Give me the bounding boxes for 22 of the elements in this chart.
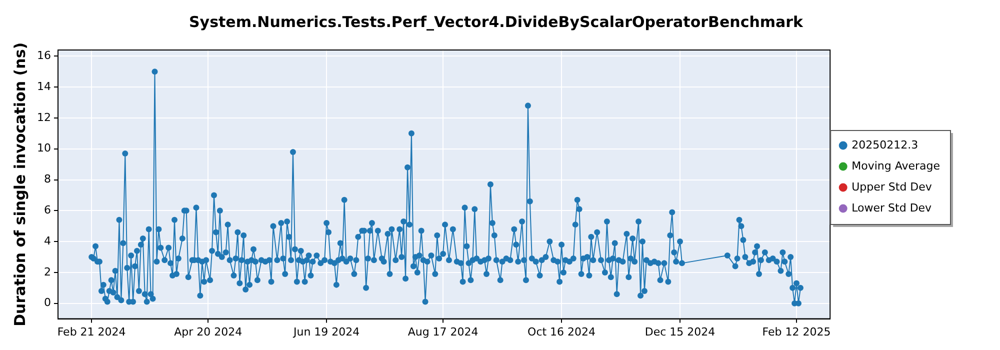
x-tick-label: Apr 20 2024	[174, 325, 242, 338]
x-tick-label: Dec 15 2024	[644, 325, 716, 338]
x-tick-label: Feb 12 2025	[762, 325, 831, 338]
chart-title: System.Numerics.Tests.Perf_Vector4.DivideByScalarOperatorBenchmark	[188, 12, 804, 31]
y-axis-title: Duration of single invocation (ns)	[10, 42, 29, 326]
x-tick-label: Aug 17 2024	[408, 325, 478, 338]
x-tick-label: Jun 19 2024	[292, 325, 360, 338]
x-tick-label: Oct 16 2024	[528, 325, 596, 338]
legend-label: Lower Std Dev	[852, 201, 932, 214]
y-tick-label: 8	[44, 172, 51, 186]
y-tick-label: 14	[36, 80, 51, 93]
y-tick-label: 6	[44, 204, 51, 217]
x-tick-label: Feb 21 2024	[57, 325, 126, 338]
y-tick-label: 4	[44, 234, 51, 248]
y-tick-label: 12	[36, 110, 51, 124]
y-tick-label: 10	[36, 142, 51, 155]
y-tick-label: 2	[44, 265, 51, 278]
legend-label: Moving Average	[852, 159, 940, 172]
y-tick-label: 16	[36, 49, 51, 62]
legend-label: 20250212.3	[852, 138, 918, 152]
legend-label: Upper Std Dev	[852, 180, 932, 194]
y-tick-label: 0	[44, 296, 51, 310]
